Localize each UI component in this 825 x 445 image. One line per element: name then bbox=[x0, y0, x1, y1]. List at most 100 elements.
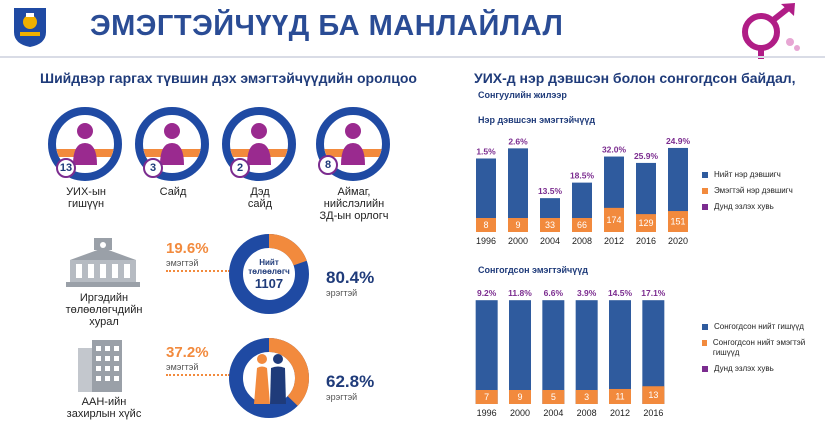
bar-women bbox=[668, 211, 688, 232]
bar-women bbox=[476, 218, 496, 232]
bar-women bbox=[604, 207, 624, 232]
left-section-title: Шийдвэр гаргах түвшин дэх эмэгтэйчүүдийн… bbox=[40, 70, 417, 86]
bar-value-label: 9 bbox=[517, 392, 522, 402]
donut-hole bbox=[244, 249, 294, 299]
council-women-label: эмэгтэй bbox=[166, 258, 199, 268]
bar-pct-label: 13.5% bbox=[538, 186, 563, 196]
office-building-icon bbox=[78, 340, 122, 392]
building-icon bbox=[66, 238, 140, 288]
council-donut bbox=[228, 233, 310, 315]
x-tick-label: 2020 bbox=[668, 236, 688, 246]
legend-label: Нийт нэр дэвшигч bbox=[714, 170, 781, 179]
bar-value-label: 11 bbox=[615, 391, 624, 401]
bar-pct-label: 3.9% bbox=[577, 288, 597, 298]
bar-women bbox=[575, 390, 598, 404]
legend-swatch bbox=[702, 366, 708, 372]
right-section-title: УИХ-д нэр дэвшсэн болон сонгогдсон байда… bbox=[474, 70, 796, 86]
gender-symbol-icon bbox=[735, 2, 805, 60]
x-tick-label: 2000 bbox=[510, 408, 530, 418]
council-men-label: эрэгтэй bbox=[326, 288, 358, 298]
legend-label: Дунд эзлэх хувь bbox=[714, 202, 774, 211]
bar-women bbox=[508, 218, 528, 232]
x-tick-label: 2004 bbox=[540, 236, 560, 246]
bar-pct-label: 2.6% bbox=[508, 136, 528, 146]
bar-women bbox=[572, 218, 592, 232]
bar-women bbox=[636, 214, 656, 232]
council-label: Иргэдийн төлөөлөгчдийн хурал bbox=[65, 292, 143, 328]
bar-value-label: 151 bbox=[670, 217, 685, 227]
bar-women bbox=[509, 390, 531, 404]
x-tick-label: 2008 bbox=[577, 408, 597, 418]
bar-value-label: 5 bbox=[551, 392, 556, 402]
bar-women bbox=[540, 218, 560, 232]
chart1: 8 1.5% 1996 9 2.6% 2000 33 13.5% 2004 66 18.5% 2008… bbox=[470, 128, 700, 252]
legend-label: Сонгогдсон нийт гишүүд bbox=[714, 322, 804, 331]
x-tick-label: 1996 bbox=[476, 236, 496, 246]
x-tick-label: 2012 bbox=[604, 236, 624, 246]
bar-value-label: 129 bbox=[638, 218, 653, 228]
x-tick-label: 2000 bbox=[508, 236, 528, 246]
admin-women-label: эмэгтэй bbox=[166, 362, 199, 372]
admin-men-label: эрэгтэй bbox=[326, 392, 358, 402]
bar-value-label: 66 bbox=[577, 220, 587, 230]
legend-label: Дунд эзлэх хувь bbox=[714, 364, 774, 373]
bar-pct-label: 18.5% bbox=[570, 171, 595, 181]
bar-value-label: 8 bbox=[483, 220, 488, 230]
bar-women bbox=[642, 386, 665, 404]
bar-total bbox=[609, 300, 631, 404]
legend-swatch bbox=[702, 188, 708, 194]
bar-value-label: 174 bbox=[606, 215, 621, 225]
avatar-label: Сайд bbox=[159, 186, 187, 198]
legend-swatch bbox=[702, 172, 708, 178]
woman-icon bbox=[247, 123, 271, 165]
chart2-title: Сонгогдсон эмэгтэйчүүд bbox=[478, 265, 588, 275]
people-icon bbox=[250, 352, 290, 406]
bar-women bbox=[475, 390, 498, 404]
bar-pct-label: 25.9% bbox=[634, 151, 659, 161]
avatar-count: 2 bbox=[230, 158, 250, 178]
x-tick-label: 2004 bbox=[543, 408, 563, 418]
council-center: Нийт төлөөлөгч 1107 bbox=[248, 258, 290, 291]
chart2-legend: Сонгогдсон нийт гишүүд Сонгогдсон нийт э… bbox=[702, 322, 812, 374]
bar-pct-label: 11.8% bbox=[508, 288, 532, 298]
x-tick-label: 2008 bbox=[572, 236, 592, 246]
admin-label: ААН-ийн захирлын хүйс bbox=[66, 396, 142, 420]
legend-swatch bbox=[702, 340, 707, 346]
avatar-label: Дэд сайд bbox=[247, 186, 273, 210]
legend-swatch bbox=[702, 204, 708, 210]
x-tick-label: 2016 bbox=[636, 236, 656, 246]
avatar-count: 8 bbox=[318, 155, 338, 175]
woman-icon bbox=[73, 123, 97, 165]
woman-icon bbox=[341, 123, 365, 165]
legend-label: Сонгогдсон нийт эмэгтэй гишүүд bbox=[712, 338, 806, 357]
admin-women-pct: 37.2% bbox=[166, 344, 209, 361]
avatar-label: УИХ-ын гишүүн bbox=[66, 186, 106, 210]
woman-icon bbox=[160, 123, 184, 165]
bar-pct-label: 1.5% bbox=[476, 146, 496, 156]
bar-total bbox=[668, 147, 688, 232]
bar-total bbox=[542, 300, 565, 404]
avatar-count: 13 bbox=[56, 158, 76, 178]
avatar-count: 3 bbox=[143, 158, 163, 178]
bar-value-label: 3 bbox=[584, 392, 589, 402]
bar-women bbox=[542, 390, 565, 404]
bar-pct-label: 6.6% bbox=[544, 288, 564, 298]
right-section-subtitle: Сонгуулийн жилээр bbox=[478, 90, 567, 100]
page-title: ЭМЭГТЭЙЧҮҮД БА МАНЛАЙЛАЛ bbox=[90, 10, 564, 42]
x-tick-label: 1996 bbox=[477, 408, 497, 418]
legend-label: Эмэгтэй нэр дэвшигч bbox=[714, 186, 793, 195]
emblem-icon bbox=[12, 6, 48, 48]
legend-swatch bbox=[702, 324, 708, 330]
donut-women-segment bbox=[229, 338, 309, 418]
bar-pct-label: 14.5% bbox=[608, 288, 633, 298]
council-women-pct: 19.6% bbox=[166, 240, 209, 257]
bar-value-label: 7 bbox=[484, 392, 489, 402]
admin-men-pct: 62.8% bbox=[326, 372, 375, 391]
bar-total bbox=[575, 300, 598, 404]
chart1-title: Нэр дэвшсэн эмэгтэйчүүд bbox=[478, 115, 596, 125]
bar-pct-label: 17.1% bbox=[641, 288, 666, 298]
chart1-legend: Нийт нэр дэвшигч Эмэгтэй нэр дэвшигч Дун… bbox=[702, 170, 812, 212]
bar-value-label: 33 bbox=[545, 220, 555, 230]
council-dotline bbox=[166, 270, 230, 272]
chart2: 7 9.2% 1996 9 11.8% 2000 5 6.6% 2004 3 3.9% 2008 11 1… bbox=[470, 282, 700, 422]
